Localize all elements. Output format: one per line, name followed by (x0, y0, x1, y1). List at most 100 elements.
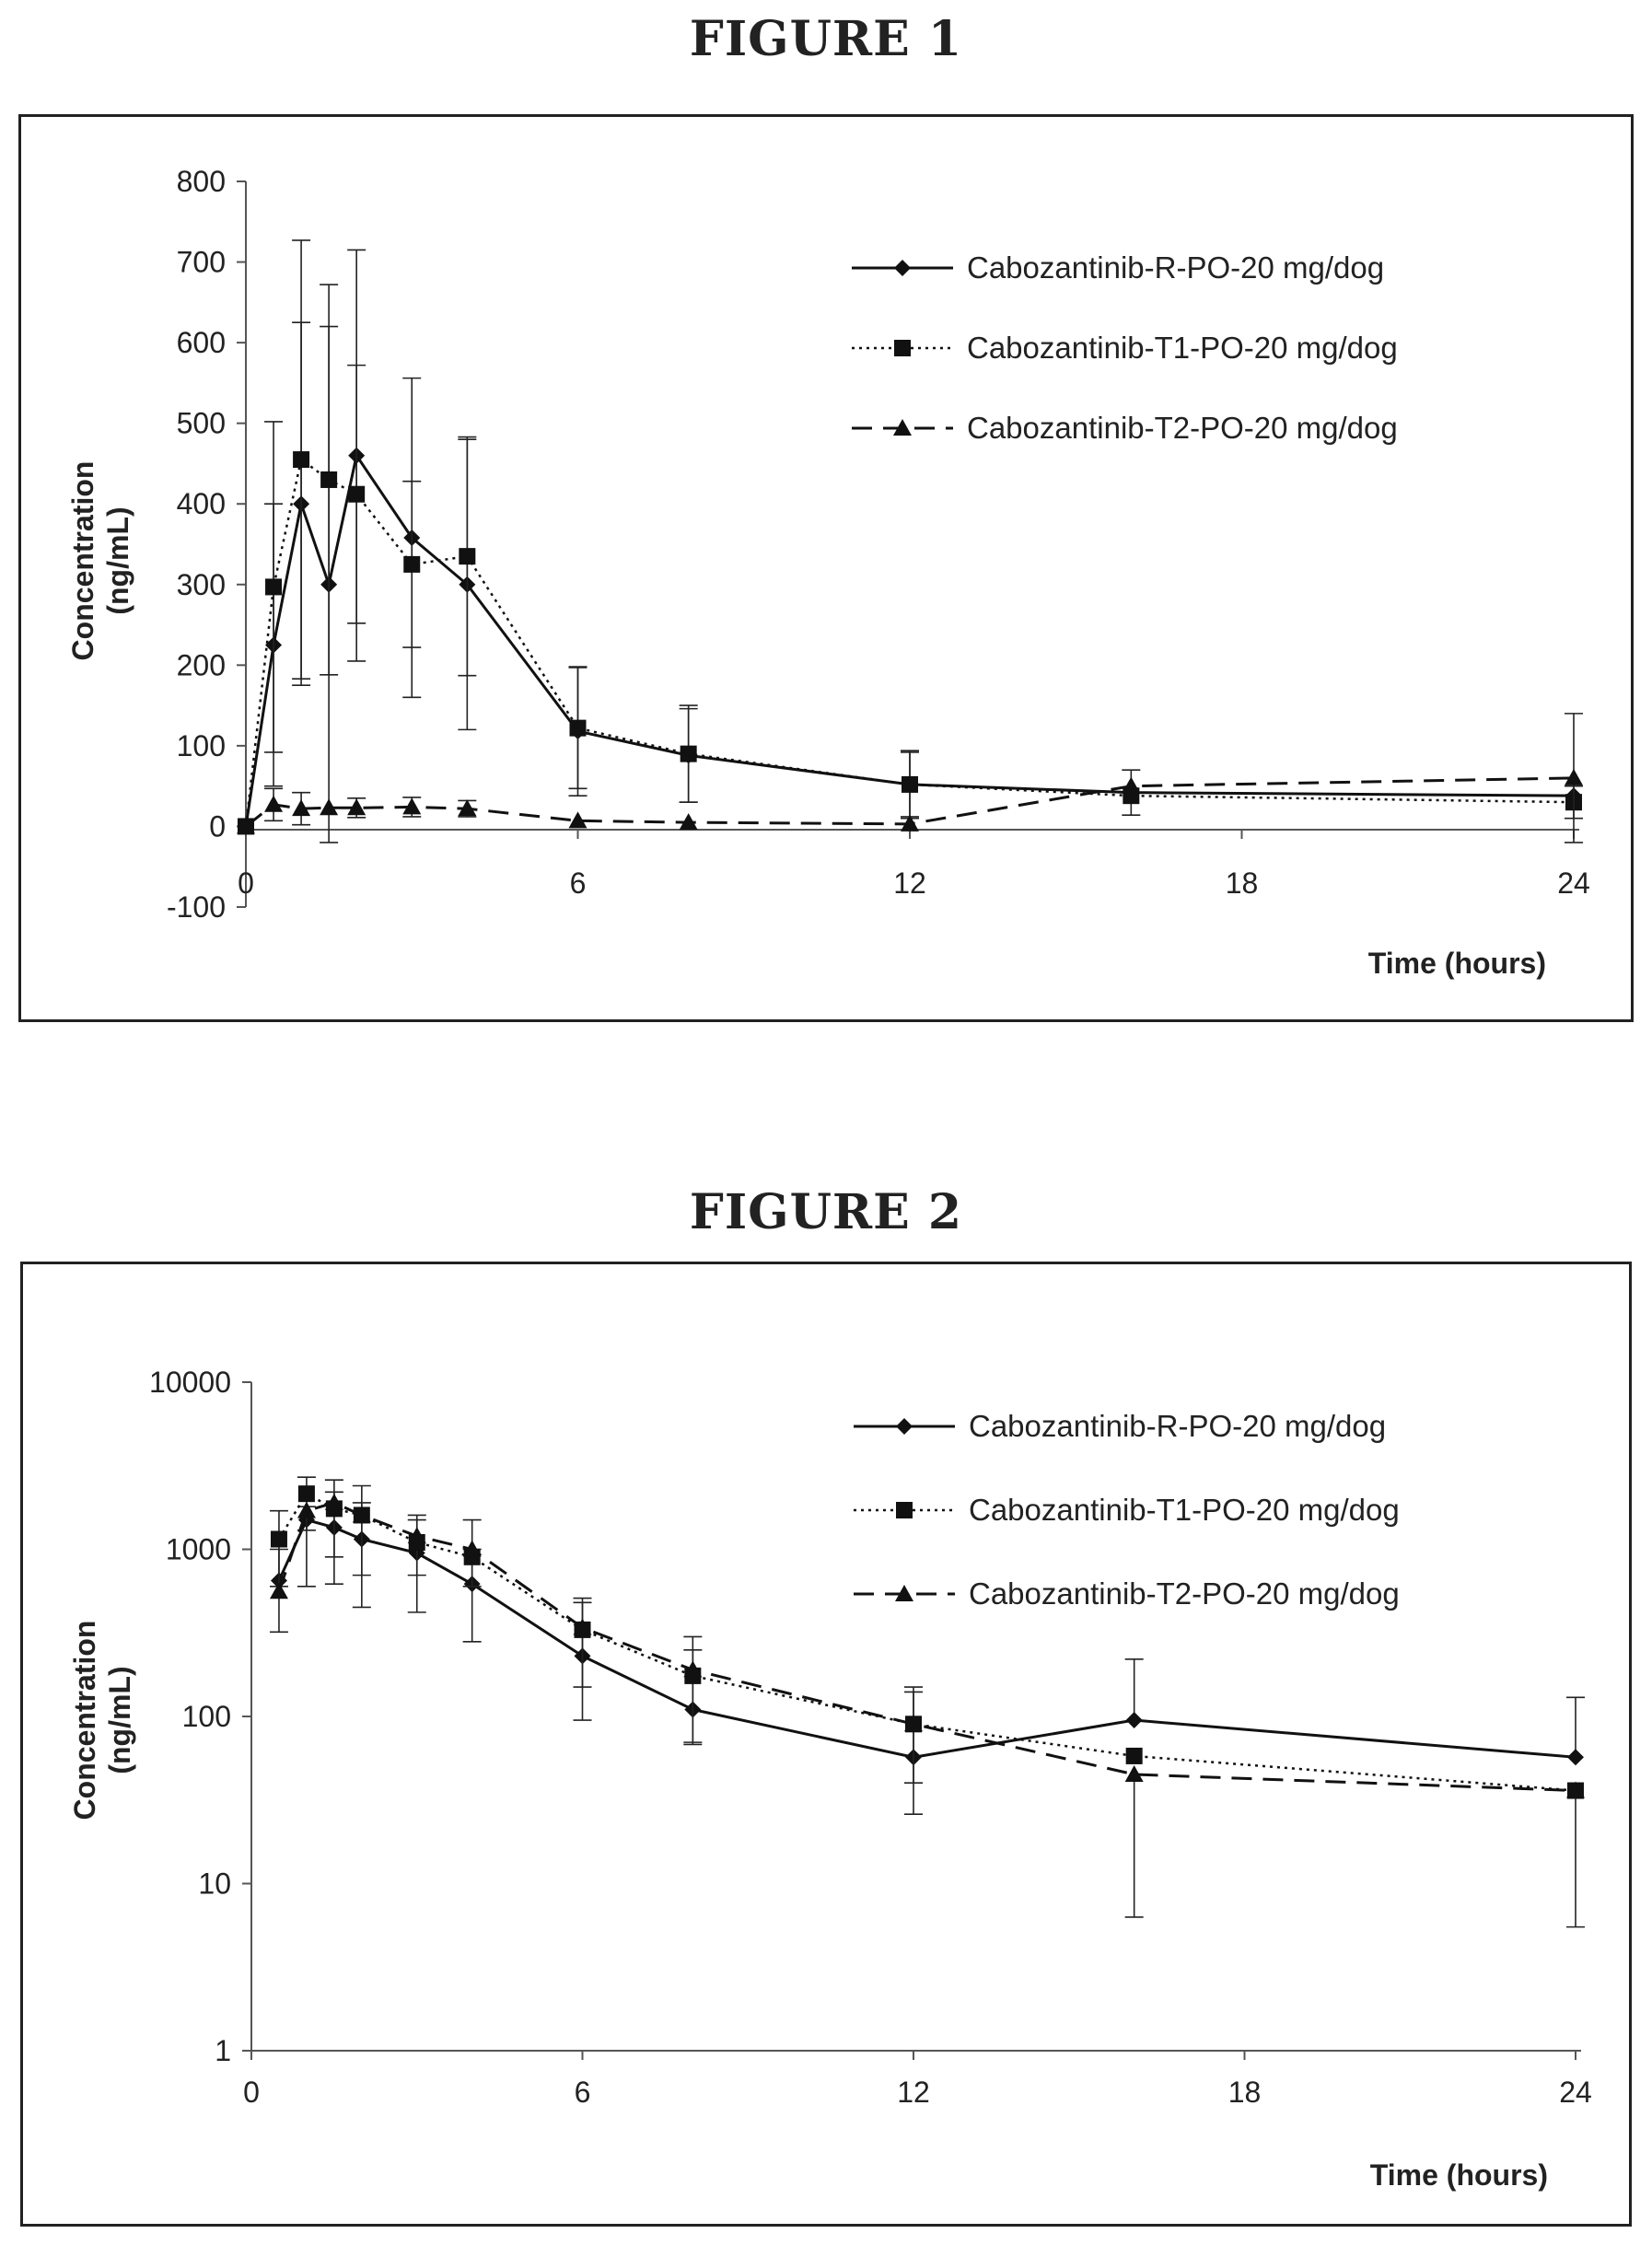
fig2-data-point (1567, 1749, 1584, 1766)
fig2-data-point (324, 1493, 343, 1510)
fig1-legend-label: Cabozantinib-T2-PO-20 mg/dog (967, 411, 1398, 445)
fig1-y-tick-label: 700 (177, 246, 226, 279)
fig1-legend-label: Cabozantinib-R-PO-20 mg/dog (967, 250, 1384, 285)
fig1-data-point (320, 471, 338, 488)
fig1-data-point (1122, 776, 1141, 794)
fig2-series-line (277, 1492, 1576, 1792)
fig2-data-point (462, 1540, 482, 1557)
fig2-legend-label: Cabozantinib-R-PO-20 mg/dog (969, 1409, 1386, 1443)
fig2-y-axis-label: Concentration(ng/mL) (68, 1621, 136, 1820)
figure-2-frame: 1 10 100 1000 10000 0 6 12 18 24 Time (hours) Conce… (20, 1262, 1632, 2227)
fig1-data-point (348, 485, 366, 503)
fig1-x-tick-label: 0 (238, 867, 254, 900)
fig2-x-axis-label: Time (hours) (1370, 2158, 1548, 2192)
figure-2-chart: 1 10 100 1000 10000 0 6 12 18 24 Time (hours) Conce… (68, 1366, 1592, 2192)
fig2-series-2 (269, 1476, 1584, 1799)
fig2-x-tick-label: 18 (1228, 2076, 1262, 2109)
fig1-legend-marker (894, 340, 911, 356)
fig1-y-tick-label: 600 (177, 326, 226, 359)
fig1-data-point (679, 813, 698, 831)
fig1-y-axis-label: Concentration(ng/mL) (66, 461, 134, 661)
fig1-legend-entry-2: Cabozantinib-T1-PO-20 mg/dog (852, 331, 1398, 365)
fig2-legend-entry-1: Cabozantinib-R-PO-20 mg/dog (854, 1409, 1386, 1443)
fig2-error-bar (1124, 1774, 1144, 1918)
fig1-legend-entry-1: Cabozantinib-R-PO-20 mg/dog (852, 250, 1384, 285)
fig1-data-point (264, 795, 284, 812)
fig2-data-point (683, 1660, 703, 1678)
fig2-error-bar (1566, 1696, 1585, 1758)
fig2-legend-label: Cabozantinib-T2-PO-20 mg/dog (969, 1576, 1400, 1611)
fig1-y-tick-label: 500 (177, 407, 226, 440)
fig2-error-bar (683, 1635, 703, 1743)
fig2-data-point (352, 1506, 371, 1523)
fig1-y-tick-label: 0 (209, 809, 226, 843)
fig1-data-point (403, 555, 421, 573)
fig2-y-tick-label: 10000 (149, 1366, 231, 1399)
fig1-data-point (347, 798, 366, 816)
fig1-data-point (901, 814, 919, 832)
fig2-data-point (904, 1715, 923, 1732)
fig2-legend-entry-3: Cabozantinib-T2-PO-20 mg/dog (854, 1576, 1400, 1611)
fig1-data-point (292, 799, 311, 817)
figure-2-title: FIGURE 2 (689, 1184, 963, 1240)
fig1-legend-marker (893, 419, 912, 436)
fig1-data-point (1565, 768, 1583, 785)
fig1-x-tick-label: 18 (1226, 867, 1259, 900)
fig2-data-point (1125, 1747, 1143, 1764)
fig2-data-point (407, 1527, 426, 1544)
figure-1-frame: -100 0 100 200 300 400 500 600 700 800 0 6 12 18 24 Tim… (18, 114, 1634, 1022)
fig1-data-point (459, 548, 476, 565)
fig1-legend-entry-3: Cabozantinib-T2-PO-20 mg/dog (852, 411, 1398, 445)
fig1-series-2 (238, 239, 1583, 835)
fig1-data-point (265, 578, 283, 596)
fig1-y-tick-label: 800 (177, 165, 226, 198)
fig1-data-point (458, 799, 477, 817)
fig2-legend-marker (895, 1585, 913, 1601)
fig2-data-point (297, 1501, 316, 1518)
fig2-data-point (269, 1582, 288, 1599)
fig2-error-bar (1566, 1790, 1585, 1928)
fig2-legend-entry-2: Cabozantinib-T1-PO-20 mg/dog (854, 1493, 1400, 1527)
fig1-y-tick-label: -100 (167, 890, 226, 924)
fig2-data-point (573, 1618, 592, 1635)
fig2-legend-marker (896, 1502, 913, 1518)
fig1-data-point (680, 745, 697, 762)
fig2-y-tick-label: 100 (182, 1700, 231, 1733)
fig1-x-tick-label: 12 (893, 867, 926, 900)
fig2-legend-label: Cabozantinib-T1-PO-20 mg/dog (969, 1493, 1400, 1527)
fig1-x-axis-label: Time (hours) (1368, 947, 1546, 980)
fig2-data-point (270, 1530, 287, 1548)
fig2-data-point (1124, 1764, 1144, 1782)
fig1-x-tick-label: 24 (1557, 867, 1590, 900)
fig2-x-tick-label: 6 (575, 2076, 591, 2109)
fig1-x-tick-label: 6 (570, 867, 587, 900)
fig1-legend-label: Cabozantinib-T1-PO-20 mg/dog (967, 331, 1398, 365)
fig2-series-3 (269, 1493, 1585, 1928)
fig2-error-bar (904, 1686, 923, 1785)
fig1-series-3 (237, 713, 1583, 843)
figure-1-title: FIGURE 1 (689, 11, 963, 67)
fig1-data-point (569, 719, 587, 737)
fig1-y-tick-label: 400 (177, 487, 226, 520)
fig2-y-tick-label: 1000 (166, 1533, 231, 1566)
figure-1-chart: -100 0 100 200 300 400 500 600 700 800 0 6 12 18 24 Tim… (66, 165, 1590, 980)
fig2-data-point (1566, 1781, 1585, 1798)
fig2-error-bar (324, 1479, 343, 1558)
fig2-error-bar (573, 1597, 592, 1688)
fig1-legend-marker (894, 260, 911, 276)
fig1-series-line (245, 776, 1575, 828)
fig1-data-point (902, 775, 918, 793)
fig2-x-tick-label: 24 (1559, 2076, 1592, 2109)
fig1-data-point (293, 451, 310, 469)
fig2-x-tick-label: 0 (243, 2076, 260, 2109)
fig2-data-point (1125, 1712, 1143, 1729)
fig2-data-point (297, 1485, 315, 1503)
fig1-data-point (320, 798, 339, 816)
fig1-series-line (244, 457, 1575, 827)
fig2-series-1 (269, 1491, 1585, 1815)
fig2-error-bar (352, 1484, 371, 1576)
fig2-x-tick-label: 12 (897, 2076, 930, 2109)
fig2-y-tick-label: 10 (198, 1867, 231, 1901)
fig1-data-point (568, 811, 588, 829)
fig2-legend-marker (896, 1418, 913, 1435)
